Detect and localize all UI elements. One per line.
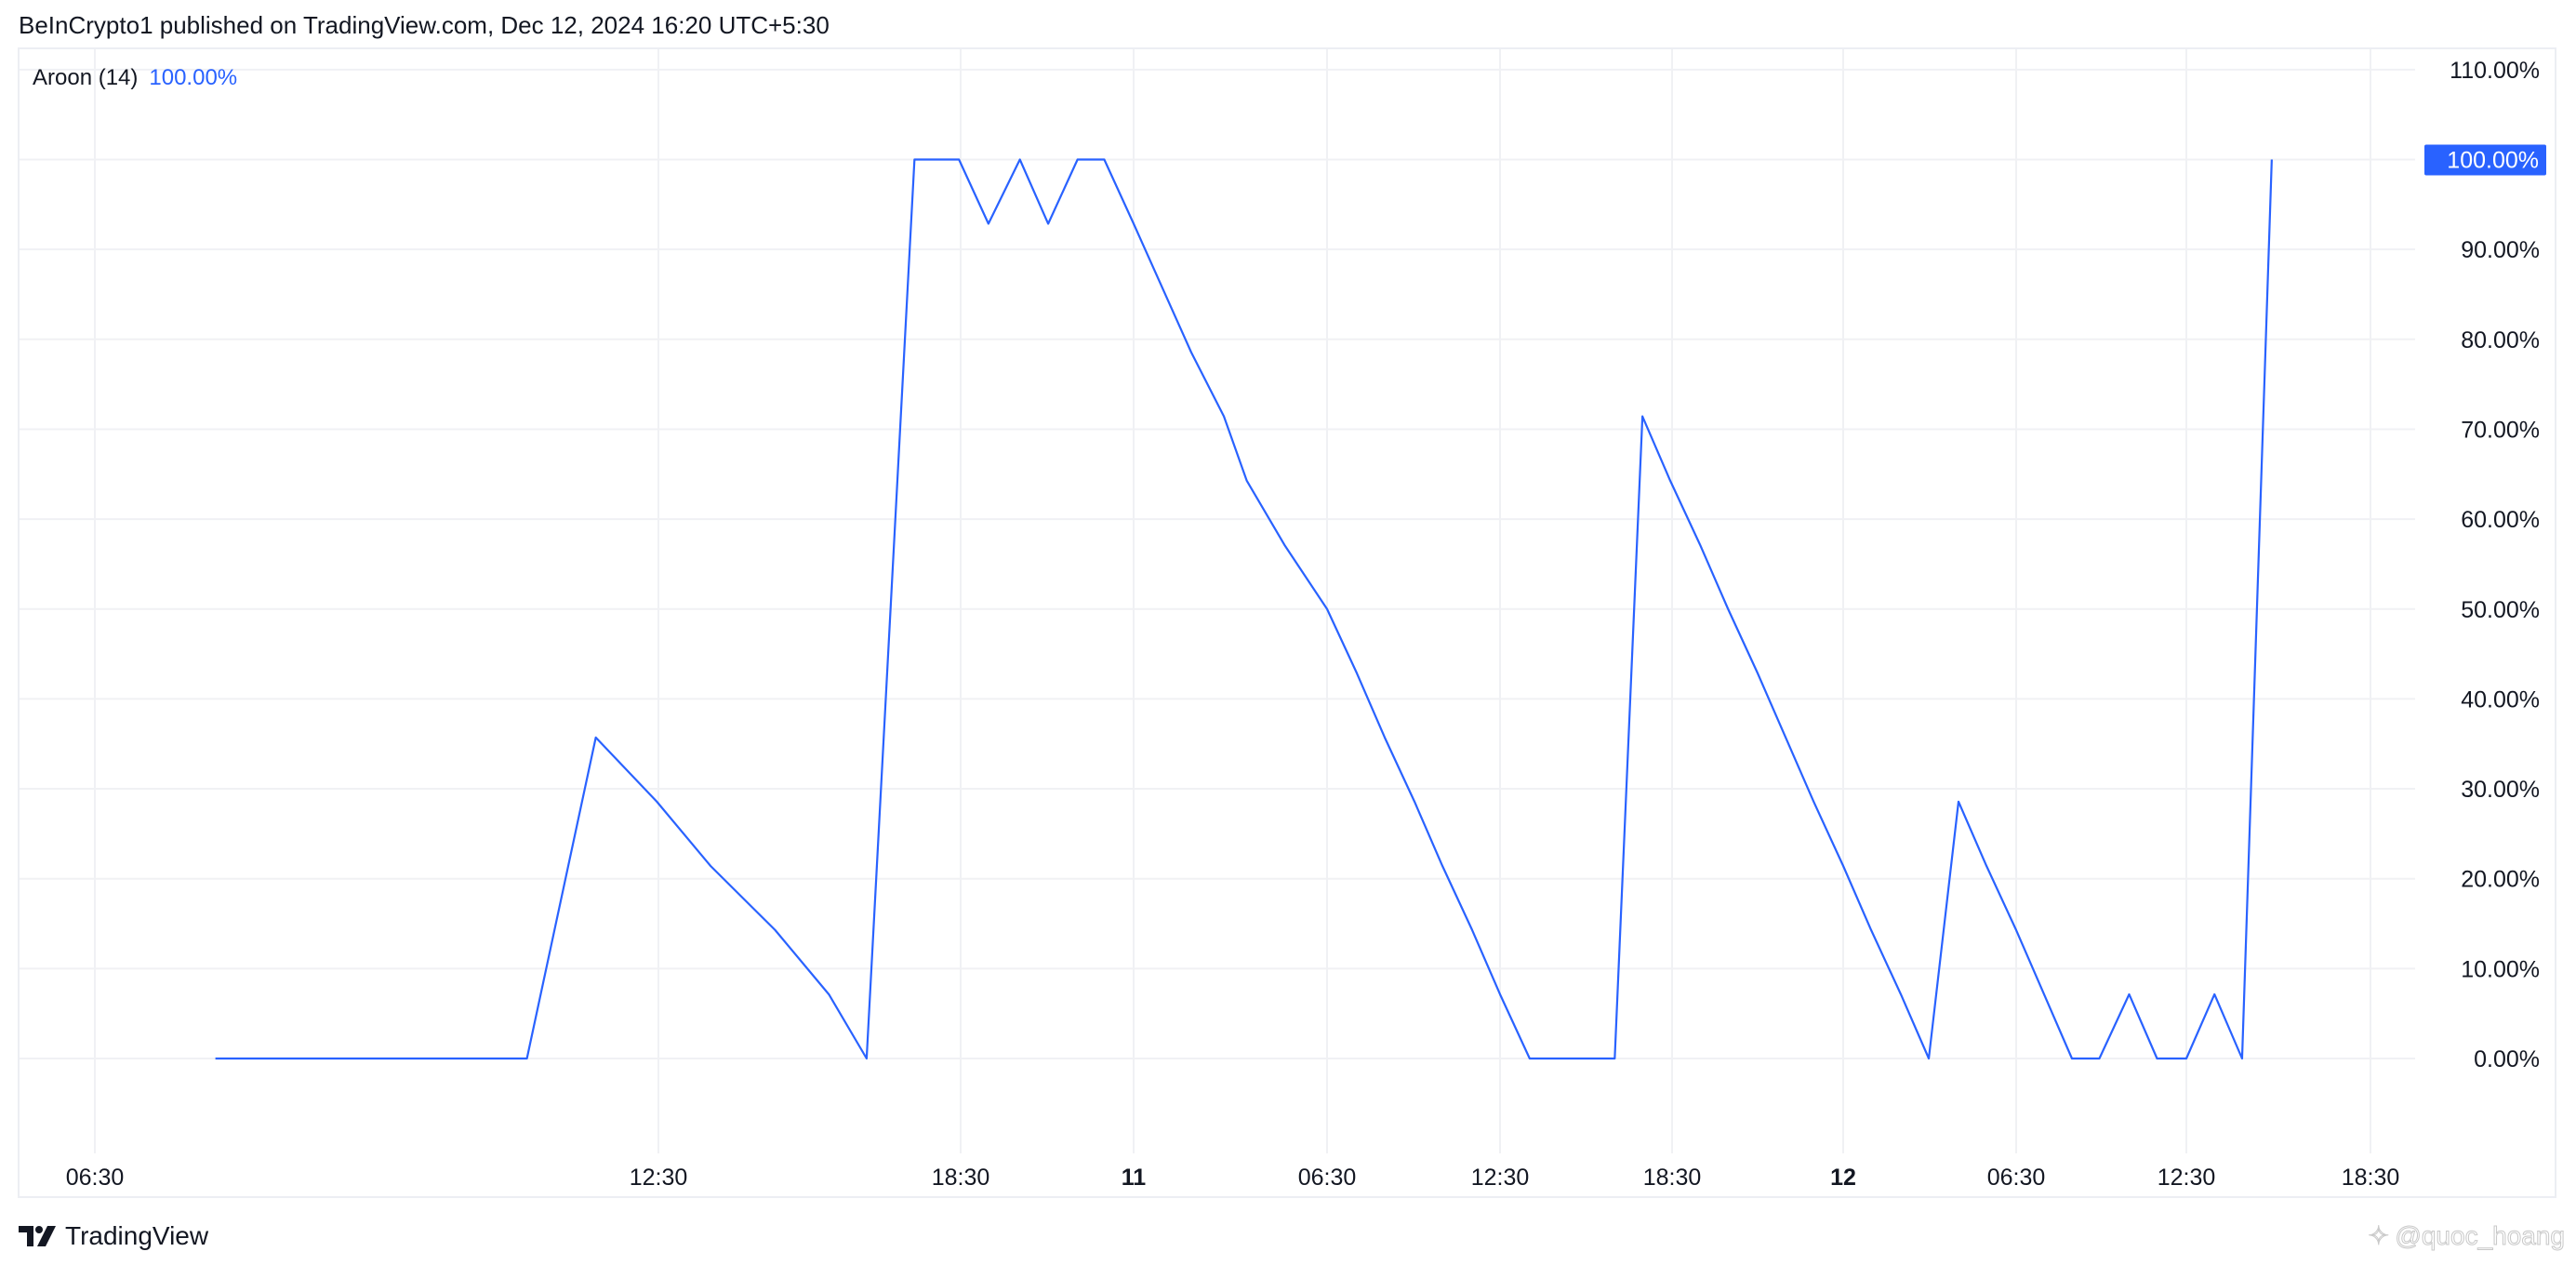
y-tick-label: 90.00% xyxy=(2461,237,2540,263)
y-tick-label: 30.00% xyxy=(2461,777,2540,803)
series-layer xyxy=(215,158,2273,1060)
y-tick-label: 50.00% xyxy=(2461,597,2540,623)
x-tick-label: 06:30 xyxy=(66,1165,125,1191)
badge-bg xyxy=(2424,144,2546,176)
grid-layer xyxy=(20,49,2415,1153)
x-tick-label: 12:30 xyxy=(2158,1165,2216,1191)
x-tick-label: 18:30 xyxy=(932,1165,990,1191)
y-tick-label: 40.00% xyxy=(2461,686,2540,712)
watermark-logo-icon: ✧ xyxy=(2367,1221,2390,1251)
y-tick-label: 0.00% xyxy=(2474,1046,2540,1072)
brand-name: TradingView xyxy=(65,1221,209,1250)
x-tick-label: 12:30 xyxy=(630,1165,688,1191)
indicator-value: 100.00% xyxy=(149,65,238,90)
chart-frame xyxy=(18,47,2556,1198)
x-tick-label: 06:30 xyxy=(1987,1165,2046,1191)
aroon-chart[interactable]: 110.00%90.00%80.00%70.00%60.00%50.00%40.… xyxy=(0,0,2576,1209)
aroon-line xyxy=(215,158,2273,1060)
y-tick-label: 80.00% xyxy=(2461,327,2540,353)
y-tick-label: 60.00% xyxy=(2461,507,2540,533)
last-value-badge: 100.00% xyxy=(2424,144,2546,176)
x-tick-label: 18:30 xyxy=(2342,1165,2400,1191)
publisher-line: BeInCrypto1 published on TradingView.com… xyxy=(19,11,830,39)
watermark: ✧ @quoc_hoang xyxy=(2367,1220,2566,1251)
y-axis[interactable]: 110.00% 90.00% 80.00% 70.00% 60.00% 50.00% 40.… xyxy=(2450,58,2540,1072)
y-tick-label: 70.00% xyxy=(2461,417,2540,443)
indicator-legend[interactable]: Aroon (14) 100.00% xyxy=(33,65,237,91)
tradingview-logo-icon xyxy=(19,1226,56,1246)
x-tick-label: 12 xyxy=(1830,1165,1856,1191)
badge-label: 100.00% xyxy=(2447,148,2539,174)
watermark-text: @quoc_hoang xyxy=(2395,1220,2566,1250)
tradingview-brand[interactable]: TradingView xyxy=(19,1221,208,1251)
y-tick-label: 110.00% xyxy=(2450,58,2540,84)
y-tick-label: 20.00% xyxy=(2461,867,2540,893)
indicator-name: Aroon (14) xyxy=(33,65,139,90)
y-tick-label: 10.00% xyxy=(2461,956,2540,982)
x-axis[interactable]: 06:30 12:30 18:30 11 06:30 12:30 18:30 12 06:30 1… xyxy=(66,1165,2400,1191)
x-tick-label: 12:30 xyxy=(1471,1165,1530,1191)
x-tick-label: 06:30 xyxy=(1298,1165,1357,1191)
x-tick-label: 11 xyxy=(1122,1165,1147,1191)
x-tick-label: 18:30 xyxy=(1643,1165,1702,1191)
